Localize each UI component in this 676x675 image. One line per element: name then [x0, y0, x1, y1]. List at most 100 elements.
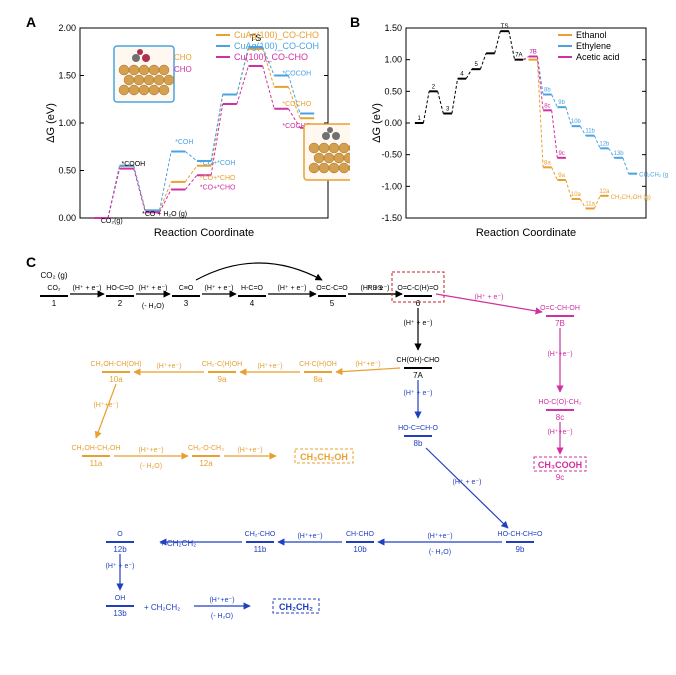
svg-text:8b: 8b: [414, 439, 423, 448]
svg-text:(H⁺+e⁻): (H⁺+e⁻): [209, 597, 234, 604]
svg-text:CuAg(100)_CO-CHO: CuAg(100)_CO-CHO: [234, 30, 319, 40]
svg-text:7A: 7A: [515, 53, 522, 59]
svg-text:4: 4: [250, 299, 255, 308]
svg-text:8a: 8a: [544, 160, 551, 166]
svg-text:CH₃CH₂OH: CH₃CH₂OH: [300, 452, 348, 462]
svg-text:-1.50: -1.50: [381, 213, 402, 223]
svg-text:*CO+*CHO: *CO+*CHO: [200, 185, 236, 192]
panel-a-chart: 0.000.501.001.502.00ΔG (eV)Reaction Coor…: [40, 20, 350, 250]
svg-text:Acetic acid: Acetic acid: [576, 52, 620, 62]
svg-text:RDS: RDS: [368, 285, 383, 292]
svg-text:10b: 10b: [353, 545, 367, 554]
svg-text:ΔG (eV): ΔG (eV): [371, 103, 383, 143]
svg-text:0.50: 0.50: [58, 166, 76, 176]
svg-text:9a: 9a: [218, 375, 227, 384]
svg-text:TS: TS: [501, 24, 509, 30]
svg-text:(H⁺+e⁻): (H⁺+e⁻): [93, 402, 118, 409]
svg-text:12a: 12a: [599, 189, 610, 195]
svg-text:Cu(100)_CO-CHO: Cu(100)_CO-CHO: [234, 52, 308, 62]
svg-text:(H⁺ + e⁻): (H⁺ + e⁻): [278, 285, 307, 292]
panel-c-diagram: 1CO₂2HO-C=O3C≡O4H-C=O5O=C-C=O6O=C-C(H)=O…: [0, 260, 676, 675]
svg-text:(H⁺+e⁻): (H⁺+e⁻): [156, 363, 181, 370]
svg-text:CH-C(H)OH: CH-C(H)OH: [299, 361, 337, 368]
svg-text:CH₂-C(H)OH: CH₂-C(H)OH: [202, 361, 242, 368]
svg-text:5: 5: [330, 299, 335, 308]
svg-text:0.00: 0.00: [58, 213, 76, 223]
figure-page: { "panelA": { "label": "A", "x": 26, "y"…: [0, 0, 676, 675]
svg-text:CHO: CHO: [174, 65, 192, 74]
svg-text:ΔG (eV): ΔG (eV): [45, 103, 57, 143]
svg-text:9a: 9a: [558, 173, 565, 179]
svg-text:12a: 12a: [199, 459, 213, 468]
svg-text:13b: 13b: [113, 609, 127, 618]
svg-text:6: 6: [416, 299, 421, 308]
svg-text:CuAg(100)_CO-COH: CuAg(100)_CO-COH: [234, 41, 319, 51]
svg-text:CH₂-O-CH₃: CH₂-O-CH₃: [188, 445, 224, 452]
svg-text:CO₂: CO₂: [47, 285, 61, 292]
svg-text:*COCOH: *COCOH: [282, 71, 311, 78]
svg-text:(H⁺+e⁻): (H⁺+e⁻): [237, 447, 262, 454]
svg-text:HO-C=CH-O: HO-C=CH-O: [398, 425, 438, 432]
svg-text:10a: 10a: [571, 192, 582, 198]
svg-text:(H⁺ + e⁻): (H⁺ + e⁻): [205, 285, 234, 292]
svg-text:(- H₂O): (- H₂O): [142, 303, 164, 310]
svg-text:CH₂-CHO: CH₂-CHO: [245, 531, 276, 538]
svg-text:3: 3: [184, 299, 189, 308]
svg-text:*CO+*CHO: *CO+*CHO: [200, 175, 236, 182]
svg-text:(H⁺+e⁻): (H⁺+e⁻): [297, 533, 322, 540]
svg-text:CH-CHO: CH-CHO: [346, 531, 375, 538]
svg-text:CH₂OH-CH₂OH: CH₂OH-CH₂OH: [72, 445, 121, 452]
svg-text:+ CH₂CH₂: + CH₂CH₂: [160, 539, 196, 548]
svg-text:O: O: [117, 531, 123, 538]
svg-text:CO₂ (g): CO₂ (g): [40, 271, 67, 280]
svg-text:H-C=O: H-C=O: [241, 285, 264, 292]
svg-text:O=C-CH-OH: O=C-CH-OH: [540, 305, 580, 312]
svg-text:7B: 7B: [555, 319, 565, 328]
svg-text:9b: 9b: [516, 545, 525, 554]
svg-text:Ethylene: Ethylene: [576, 41, 611, 51]
svg-text:*COOH: *COOH: [122, 161, 146, 168]
svg-text:(- H₂O): (- H₂O): [140, 463, 162, 470]
panel-a-label: A: [26, 14, 36, 30]
panel-b-label: B: [350, 14, 360, 30]
svg-text:(H⁺ + e⁻): (H⁺ + e⁻): [139, 285, 168, 292]
svg-text:7A: 7A: [413, 371, 423, 380]
svg-text:1.00: 1.00: [384, 55, 402, 65]
svg-text:OH: OH: [115, 595, 126, 602]
svg-text:+ CH₂CH₂: + CH₂CH₂: [144, 603, 180, 612]
svg-text:1.00: 1.00: [58, 118, 76, 128]
svg-text:8c: 8c: [544, 103, 550, 109]
svg-text:CO₂(g): CO₂(g): [101, 218, 123, 225]
svg-text:CH₃COOH: CH₃COOH: [538, 460, 582, 470]
svg-text:10a: 10a: [109, 375, 123, 384]
svg-text:Ethanol: Ethanol: [576, 30, 607, 40]
svg-text:HO-C(O)-CH₂: HO-C(O)-CH₂: [538, 399, 581, 406]
svg-text:(H⁺+e⁻): (H⁺+e⁻): [138, 447, 163, 454]
svg-text:(- H₂O): (- H₂O): [211, 613, 233, 620]
svg-text:CH₂OH-CH(OH): CH₂OH-CH(OH): [91, 361, 142, 368]
svg-text:8b: 8b: [544, 88, 551, 94]
svg-text:11a: 11a: [90, 459, 103, 468]
svg-text:CHO: CHO: [174, 53, 192, 62]
svg-text:8c: 8c: [556, 413, 564, 422]
svg-text:(H⁺+e⁻): (H⁺+e⁻): [257, 363, 282, 370]
svg-text:10b: 10b: [571, 119, 582, 125]
svg-text:CH₂CH₂: CH₂CH₂: [279, 602, 313, 612]
svg-text:(H⁺ + e⁻): (H⁺ + e⁻): [404, 320, 433, 327]
svg-text:(H⁺+e⁻): (H⁺+e⁻): [355, 361, 380, 368]
svg-text:1.50: 1.50: [58, 71, 76, 81]
svg-text:(H⁺ + e⁻): (H⁺ + e⁻): [475, 294, 504, 301]
svg-text:11b: 11b: [254, 545, 267, 554]
svg-text:CH₂CH₂ (g): CH₂CH₂ (g): [639, 173, 668, 179]
svg-text:7B: 7B: [529, 50, 536, 56]
svg-text:9b: 9b: [558, 100, 565, 106]
svg-text:O=C-C(H)=O: O=C-C(H)=O: [397, 285, 439, 292]
svg-text:8a: 8a: [314, 375, 323, 384]
svg-text:(H⁺ + e⁻): (H⁺ + e⁻): [106, 563, 135, 570]
svg-text:CH₃CH₂OH (g): CH₃CH₂OH (g): [611, 195, 651, 201]
svg-text:(H⁺ + e⁻): (H⁺ + e⁻): [404, 390, 433, 397]
svg-text:-0.50: -0.50: [381, 150, 402, 160]
svg-text:(H⁺+e⁻): (H⁺+e⁻): [427, 533, 452, 540]
svg-text:0.50: 0.50: [384, 86, 402, 96]
svg-text:0.00: 0.00: [384, 118, 402, 128]
